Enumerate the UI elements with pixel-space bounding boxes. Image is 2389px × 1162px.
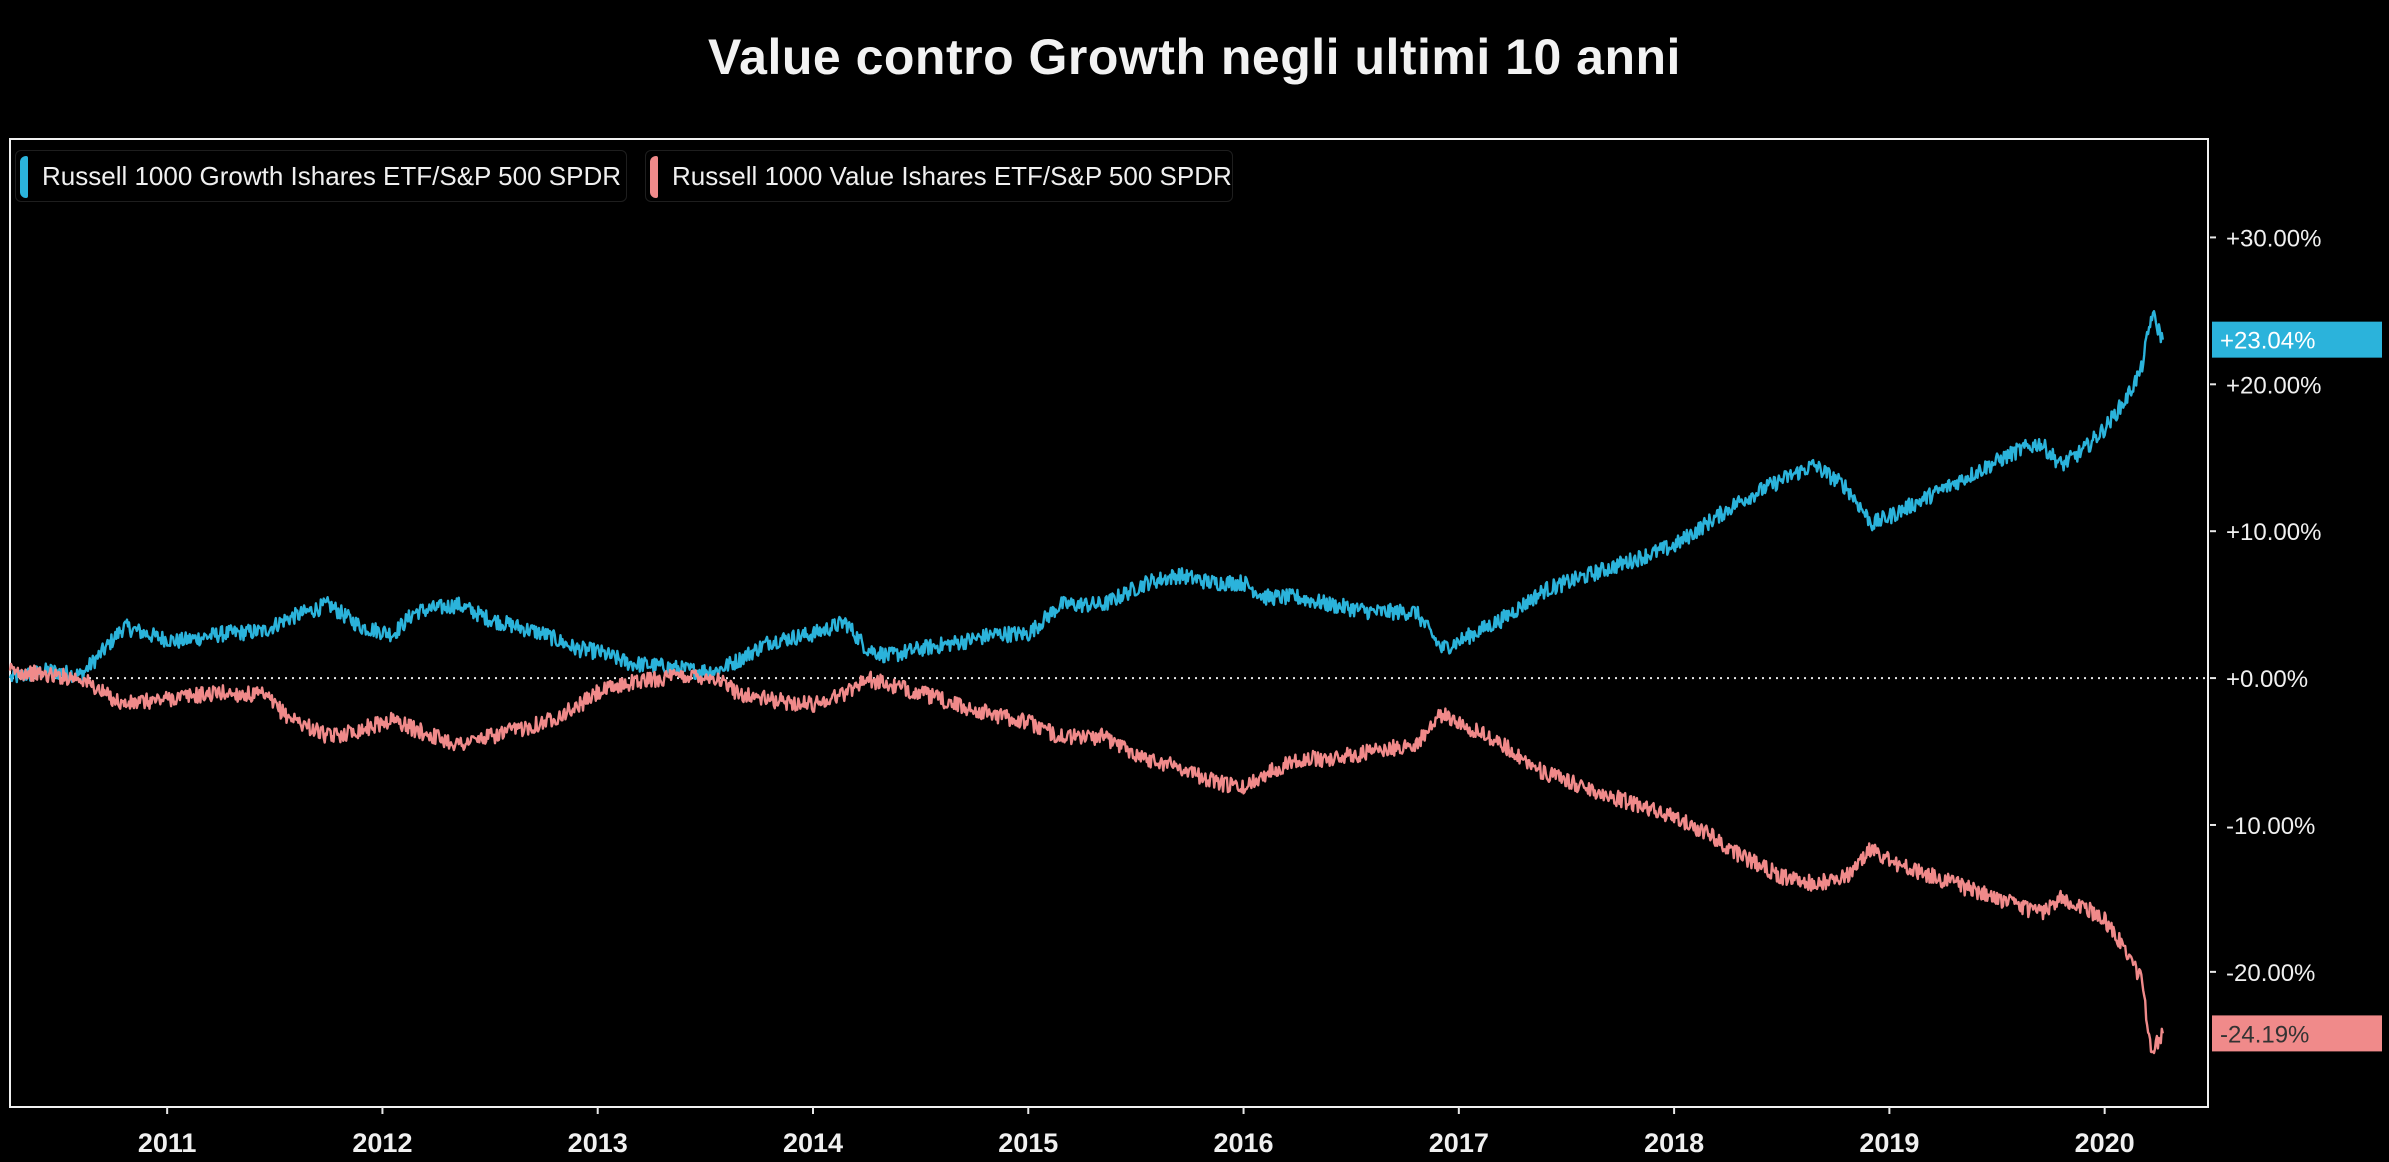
last-value-badge-1 <box>2212 1015 2382 1052</box>
y-axis: +30.00% +20.00% +10.00% +0.00% -10.00% -20.00… <box>2210 225 2321 987</box>
legend-swatch-value <box>650 156 658 198</box>
x-tick-label: 2020 <box>2075 1128 2135 1158</box>
x-tick-label: 2019 <box>1859 1128 1919 1158</box>
last-value-label-1: -24.19% <box>2220 1021 2309 1048</box>
y-tick-label: -20.00% <box>2226 960 2315 987</box>
x-tick-label: 2016 <box>1214 1128 1274 1158</box>
y-tick-label: +20.00% <box>2226 372 2321 399</box>
y-tick-label: +0.00% <box>2226 666 2308 693</box>
last-value-label-0: +23.04% <box>2220 328 2315 355</box>
x-tick-label: 2013 <box>568 1128 628 1158</box>
last-value-labels: +23.04% -24.19% <box>2212 321 2382 1052</box>
legend-label-growth: Russell 1000 Growth Ishares ETF/S&P 500 … <box>42 160 621 191</box>
x-tick-label: 2015 <box>998 1128 1058 1158</box>
x-tick-label: 2011 <box>138 1128 197 1158</box>
x-tick-label: 2014 <box>783 1128 843 1158</box>
x-tick-label: 2012 <box>352 1128 412 1158</box>
legend-swatch-growth <box>20 156 28 198</box>
x-tick-label: 2018 <box>1644 1128 1704 1158</box>
last-value-badge-0 <box>2212 321 2382 358</box>
series-line-0 <box>8 310 2164 684</box>
y-tick-label: +10.00% <box>2226 519 2321 546</box>
series-layer <box>8 310 2164 1055</box>
series-line-1 <box>8 662 2164 1055</box>
legend-label-value: Russell 1000 Value Ishares ETF/S&P 500 S… <box>672 160 1232 191</box>
y-tick-label: -10.00% <box>2226 813 2315 840</box>
chart-title: Value contro Growth negli ultimi 10 anni <box>708 29 1681 85</box>
legend-item-growth[interactable]: Russell 1000 Growth Ishares ETF/S&P 500 … <box>15 150 627 202</box>
plot-frame <box>9 138 2209 1108</box>
x-axis: 2011 2012 2013 2014 2015 2016 2017 2018 2019 2020 <box>138 1107 2135 1158</box>
legend-item-value[interactable]: Russell 1000 Value Ishares ETF/S&P 500 S… <box>645 150 1233 202</box>
x-tick-label: 2017 <box>1429 1128 1489 1158</box>
y-tick-label: +30.00% <box>2226 225 2321 252</box>
